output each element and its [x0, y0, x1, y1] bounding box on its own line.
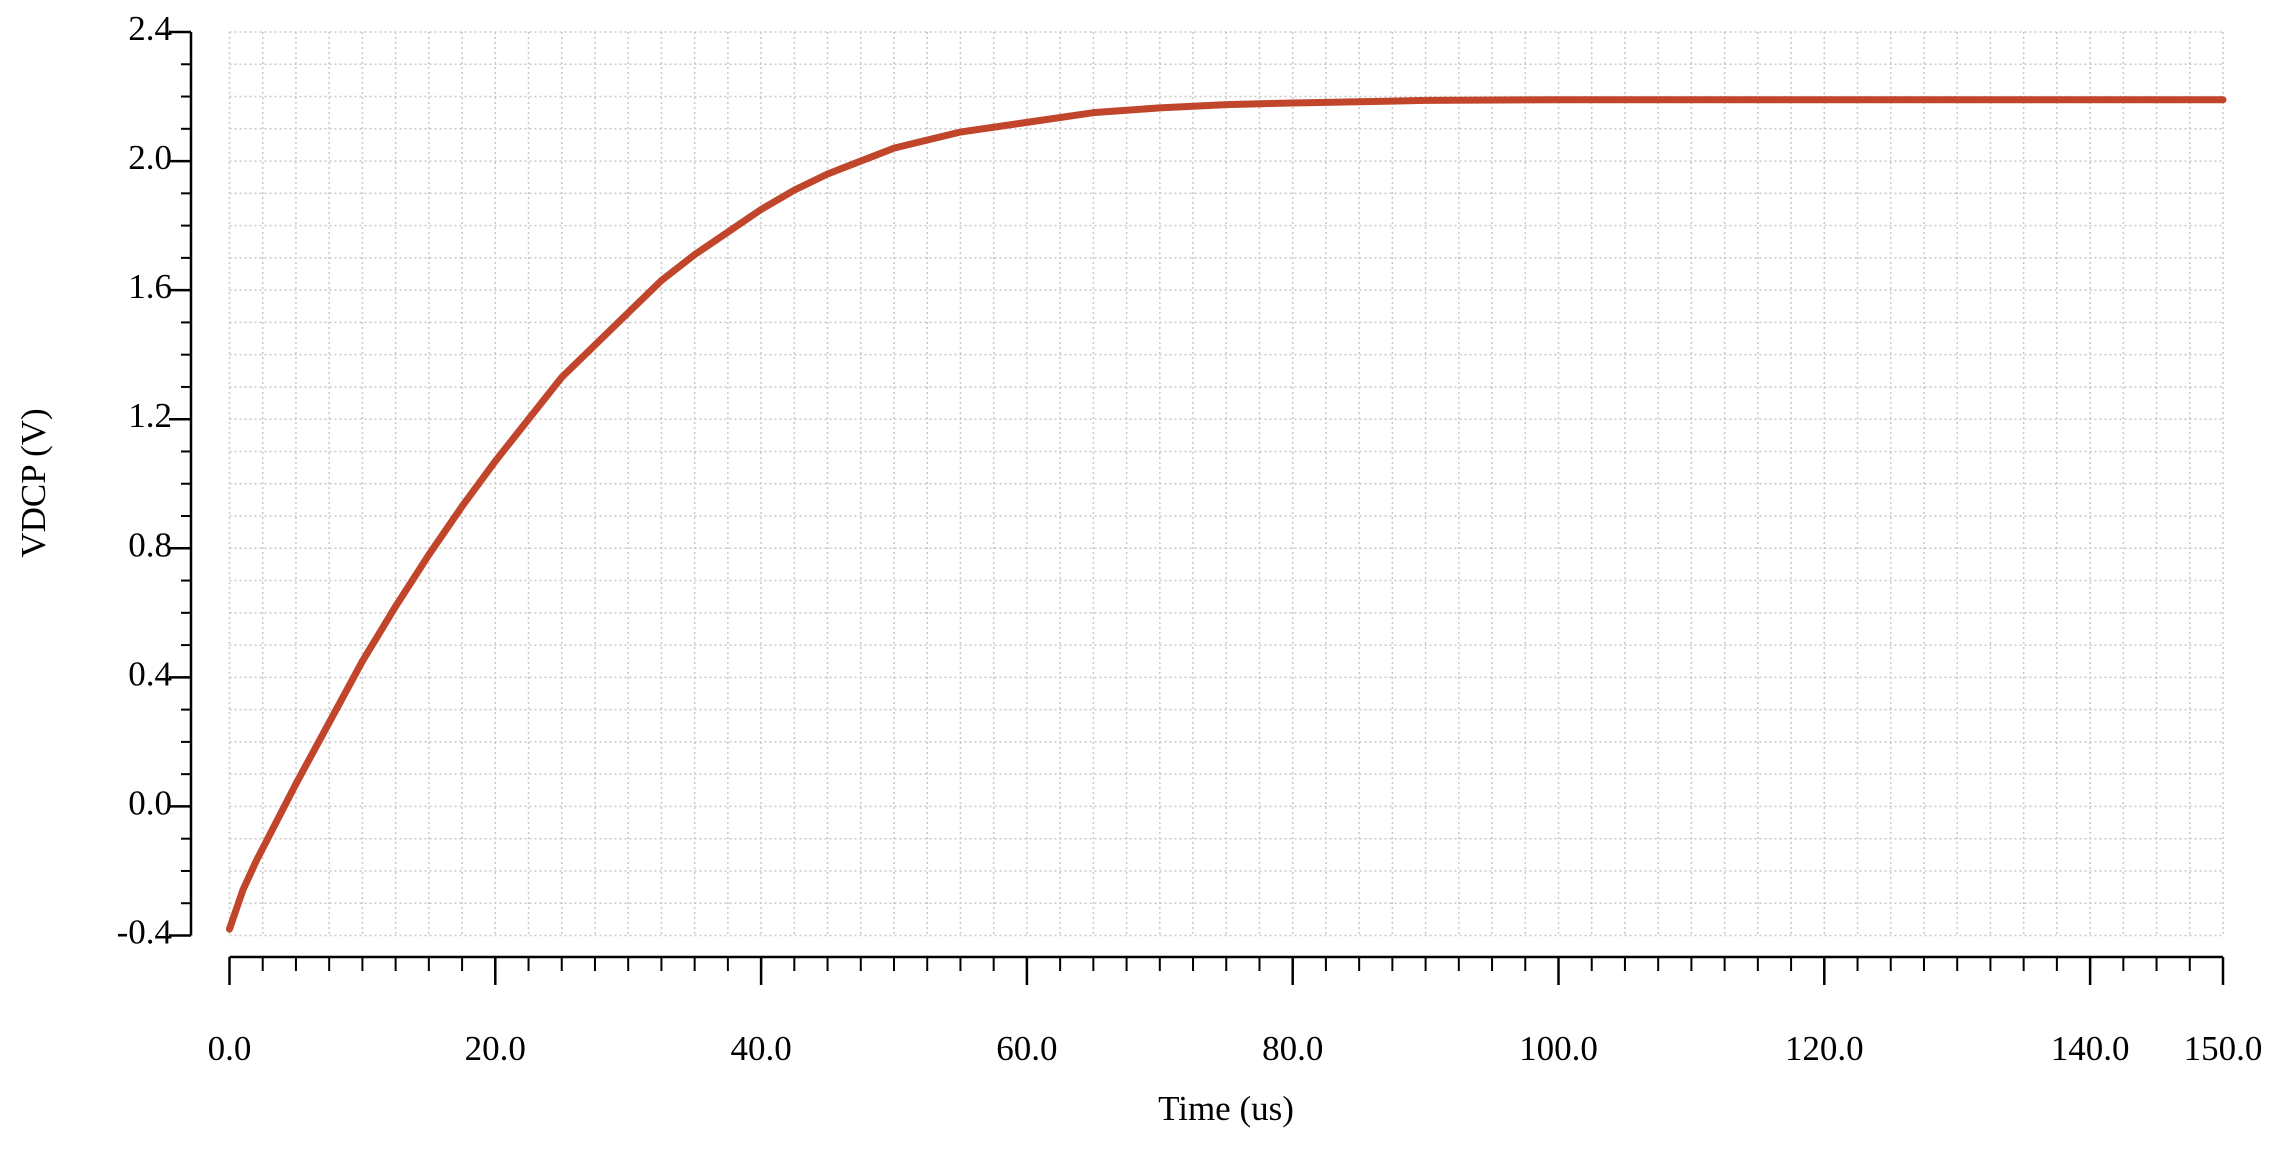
- y-axis-title: VDCP (V): [14, 408, 53, 557]
- x-axis-title: Time (us): [1158, 1089, 1294, 1128]
- x-tick-label: 40.0: [730, 1029, 791, 1068]
- x-tick-label: 100.0: [1519, 1029, 1598, 1068]
- x-tick-label: 0.0: [208, 1029, 252, 1068]
- x-tick-label: 80.0: [1262, 1029, 1323, 1068]
- x-tick-label: 120.0: [1785, 1029, 1864, 1068]
- x-tick-label: 20.0: [465, 1029, 526, 1068]
- x-tick-label: 60.0: [996, 1029, 1057, 1068]
- data-line: [226, 96, 2227, 933]
- y-tick-label: 1.2: [128, 396, 172, 435]
- y-tick-label: 0.0: [128, 783, 172, 822]
- x-tick-label: 140.0: [2051, 1029, 2130, 1068]
- x-tick-label: 150.0: [2184, 1029, 2263, 1068]
- y-tick-label: 0.4: [128, 654, 172, 693]
- y-tick-label: -0.4: [117, 913, 172, 952]
- y-tick-label: 1.6: [128, 267, 172, 306]
- y-tick-label: 0.8: [128, 525, 172, 564]
- y-tick-label: 2.4: [128, 9, 172, 48]
- y-tick-label: 2.0: [128, 138, 172, 177]
